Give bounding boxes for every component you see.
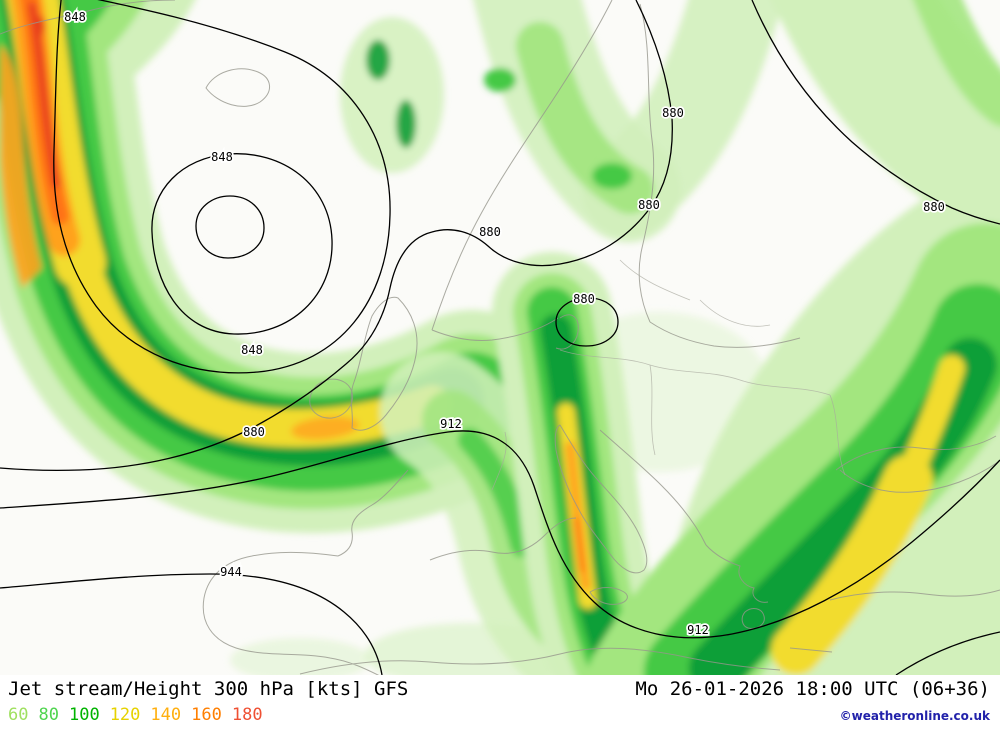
country-borders [491, 259, 846, 491]
contour-label-880: 880 [479, 225, 501, 239]
wind-fill-100kt [396, 100, 416, 148]
contour-label-944: 944 [220, 565, 242, 579]
coastline-islands [205, 68, 833, 653]
coastline-mainland [0, 0, 1000, 675]
legend-value-140: 140 [150, 705, 182, 725]
jet-band-biscay-100kt [458, 428, 534, 557]
contour-848-inner [195, 195, 265, 259]
contour-880-east [751, 0, 1000, 225]
contour-848-outer [53, 0, 391, 374]
jet-band-italy-160kt [573, 517, 585, 573]
contour-label-880: 880 [243, 425, 265, 439]
contour-labels: 848 848 848 880 944 912 880 880 880 880 880 912 [62, 8, 946, 639]
legend-value-100: 100 [68, 705, 100, 725]
contour-848-mid [151, 153, 333, 335]
contour-880-closed [555, 297, 619, 347]
wind-fill-140kt [291, 416, 359, 440]
wind-speed-fills [0, 0, 1000, 675]
copyright-text: ©weatheronline.co.uk [839, 709, 990, 723]
jet-stream-map: 848 848 848 880 944 912 880 880 880 880 880 912 [0, 0, 1000, 675]
contour-label-848: 848 [211, 150, 233, 164]
map-datetime: Mo 26-01-2026 18:00 UTC (06+36) [635, 678, 990, 700]
jet-band-east-60kt [771, 0, 1000, 237]
contour-label-880: 880 [638, 198, 660, 212]
contour-label-848: 848 [241, 343, 263, 357]
jet-band-east-80kt [913, 0, 1000, 127]
contour-label-880: 880 [573, 292, 595, 306]
contour-label-880: 880 [923, 200, 945, 214]
wind-fill-60kt [340, 17, 444, 173]
wind-fill-100kt [592, 163, 632, 189]
legend-value-160: 160 [191, 705, 222, 725]
jet-band-east-120kt [771, 455, 933, 675]
contour-label-912: 912 [440, 417, 462, 431]
contour-southeast [895, 631, 1000, 675]
legend-value-80: 80 [38, 705, 59, 725]
legend-value-180: 180 [231, 705, 263, 725]
jet-band-west-140kt [0, 44, 42, 288]
legend-value-60: 60 [8, 705, 29, 725]
contour-912 [0, 430, 1000, 639]
wind-fill-60kt [230, 638, 370, 675]
contour-label-848: 848 [64, 10, 86, 24]
contour-label-880: 880 [662, 106, 684, 120]
jet-band-east-120kt [895, 355, 965, 493]
wind-fill-180kt [35, 16, 45, 36]
caption-bar: Jet stream/Height 300 hPa [kts] GFS Mo 2… [0, 675, 1000, 733]
wind-fill-100kt [366, 40, 390, 80]
caption-row-1: Jet stream/Height 300 hPa [kts] GFS Mo 2… [0, 675, 1000, 700]
map-title: Jet stream/Height 300 hPa [kts] GFS [8, 678, 409, 700]
map-area: 848 848 848 880 944 912 880 880 880 880 880 912 [0, 0, 1000, 675]
caption-row-2: 60 80 100 120 140 160 180 ©weatheronline.co.uk [0, 700, 1000, 725]
contour-880-main [0, 0, 673, 472]
wind-speed-legend: 60 80 100 120 140 160 180 [8, 705, 263, 725]
coastlines [0, 0, 1000, 675]
height-contours [0, 0, 1000, 675]
contour-944 [0, 573, 383, 675]
legend-value-120: 120 [109, 705, 141, 725]
wind-fill-100kt [484, 68, 516, 92]
contour-label-912: 912 [687, 623, 709, 637]
